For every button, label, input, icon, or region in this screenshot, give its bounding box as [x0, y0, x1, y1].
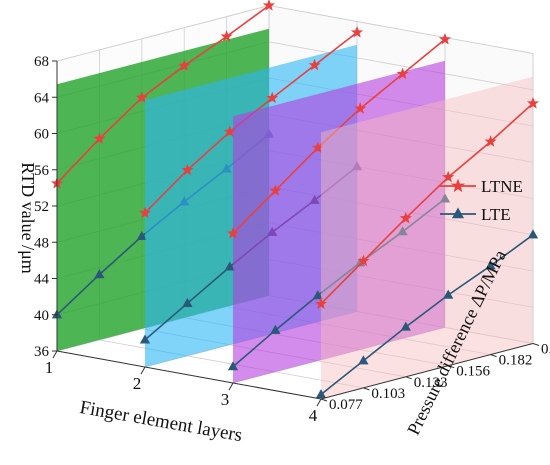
- data-point-ltne: [357, 254, 370, 267]
- x-tick-label: 2: [133, 374, 142, 393]
- data-point-lte: [358, 355, 369, 365]
- data-point-lte: [139, 334, 151, 344]
- data-point-ltne: [266, 91, 279, 104]
- data-point-ltne: [226, 227, 240, 239]
- legend-marker-lte: [451, 207, 465, 219]
- x-tick: [52, 350, 58, 359]
- data-point-ltne: [311, 141, 324, 154]
- data-point-lte: [315, 389, 327, 399]
- z-tick-label: 0.182: [499, 353, 533, 369]
- y-tick-label: 40: [34, 308, 49, 324]
- legend-label-ltne: LTNE: [481, 177, 523, 196]
- series-line-ltne-layer-3: [232, 38, 446, 235]
- legend-label-lte: LTE: [481, 205, 511, 224]
- data-point-ltne: [93, 132, 106, 144]
- y-tick-label: 48: [34, 235, 49, 251]
- y-tick-label: 44: [34, 272, 50, 288]
- x-axis-title: Finger element layers: [78, 397, 244, 446]
- z-tick: [490, 354, 497, 358]
- data-point-lte: [94, 269, 105, 279]
- y-axis-title: RTD value /μm: [18, 162, 38, 274]
- z-tick: [320, 398, 328, 402]
- z-tick: [363, 387, 370, 391]
- z-tick: [405, 376, 412, 380]
- z-tick: [448, 365, 455, 369]
- data-point-lte: [227, 361, 239, 371]
- z-tick-label: 0.216: [541, 342, 550, 358]
- z-tick-label: 0.133: [414, 375, 448, 391]
- data-point-lte: [400, 321, 411, 331]
- data-point-lte: [443, 289, 454, 299]
- x-tick-label: 4: [309, 406, 318, 425]
- x-tick-label: 1: [45, 358, 54, 377]
- series-line-lte-layer-3: [232, 198, 446, 368]
- series-line-ltne-layer-4: [320, 102, 534, 305]
- data-point-ltne: [181, 163, 194, 176]
- data-point-lte: [224, 261, 235, 271]
- data-point-ltne: [178, 59, 191, 71]
- data-point-lte: [527, 229, 539, 239]
- data-point-ltne: [354, 102, 367, 114]
- data-point-lte: [439, 193, 451, 203]
- data-point-ltne: [314, 297, 328, 309]
- data-point-ltne: [526, 96, 540, 109]
- data-point-ltne: [350, 26, 364, 38]
- data-point-ltne: [399, 211, 412, 224]
- layer-plane-3: [233, 60, 445, 383]
- x-axis-line: [56, 350, 322, 400]
- z-axis-line: [320, 343, 534, 400]
- y-tick-label: 36: [34, 344, 50, 360]
- data-point-ltne: [135, 91, 148, 103]
- series-lines: [50, 0, 540, 399]
- z-tick-label: 0.077: [329, 397, 363, 413]
- data-point-ltne: [396, 67, 409, 80]
- data-point-lte: [182, 297, 193, 308]
- data-point-ltne: [308, 58, 321, 71]
- data-point-ltne: [220, 30, 233, 42]
- layer-plane-4: [321, 76, 533, 399]
- data-point-lte: [312, 290, 323, 300]
- data-point-lte: [136, 230, 147, 240]
- y-tick-label: 60: [34, 127, 49, 143]
- series-line-ltne-layer-1: [56, 4, 270, 184]
- data-point-ltne: [438, 32, 452, 45]
- data-point-ltne: [138, 206, 152, 219]
- y-tick-label: 64: [34, 90, 50, 106]
- data-point-lte: [397, 226, 408, 236]
- z-tick: [532, 343, 540, 346]
- legend-marker-ltne: [450, 178, 466, 193]
- data-point-lte: [485, 260, 496, 270]
- series-line-lte-layer-4: [320, 234, 534, 396]
- data-point-ltne: [442, 170, 455, 183]
- x-tick-label: 3: [221, 390, 230, 409]
- y-tick-label: 68: [34, 54, 49, 70]
- z-tick-label: 0.103: [371, 386, 405, 402]
- z-tick-label: 0.156: [456, 364, 490, 380]
- data-point-ltne: [269, 184, 282, 196]
- x-tick: [316, 398, 322, 407]
- data-point-ltne: [484, 135, 497, 147]
- data-point-ltne: [262, 0, 276, 11]
- y-tick-label: 52: [34, 199, 49, 215]
- y-tick-label: 56: [34, 163, 50, 179]
- legend: LTNE LTE: [440, 177, 523, 224]
- x-tick: [228, 382, 234, 391]
- data-point-lte: [270, 324, 281, 334]
- x-tick: [140, 366, 146, 375]
